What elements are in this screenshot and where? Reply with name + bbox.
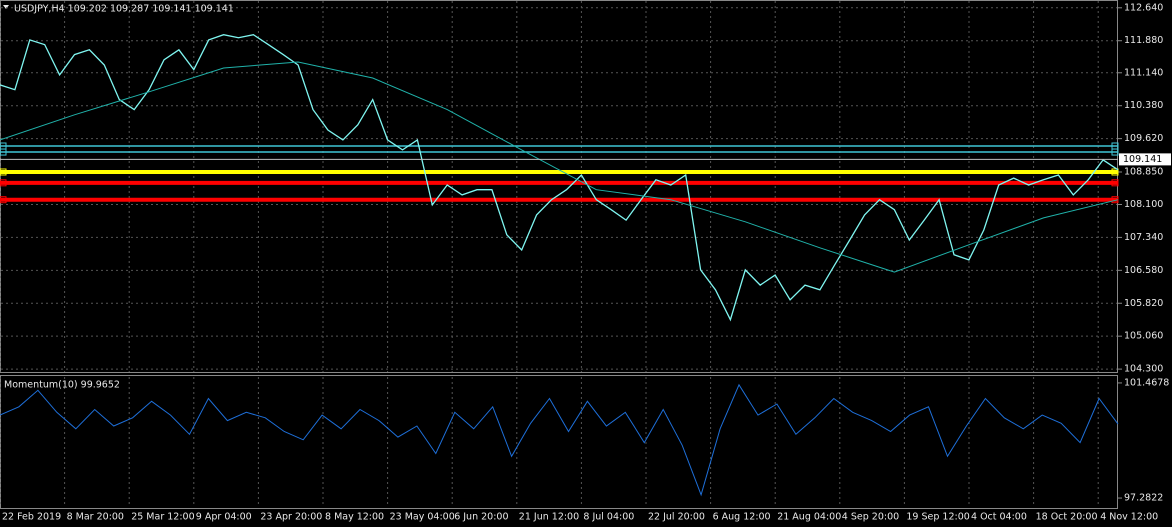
y-tick-label: 112.640 <box>1124 2 1163 13</box>
x-tick-label: 8 Jul 04:00 <box>583 512 634 523</box>
level-handle <box>0 148 7 156</box>
x-tick-label: 4 Nov 12:00 <box>1100 512 1158 523</box>
level-handle <box>0 168 7 176</box>
panel-title: USDJPY,H4 109.202 109.287 109.141 109.14… <box>14 4 234 15</box>
y-tick-label: 107.340 <box>1124 232 1163 243</box>
x-tick-label: 19 Sep 12:00 <box>906 512 969 523</box>
x-tick-label: 23 Apr 20:00 <box>260 512 322 523</box>
level-handle <box>1111 168 1119 176</box>
y-tick-label: 105.060 <box>1124 331 1163 342</box>
panel-title: Momentum(10) 99.9652 <box>4 380 120 391</box>
x-tick-label: 6 Aug 12:00 <box>713 512 771 523</box>
level-handle <box>1111 148 1119 156</box>
y-tick-label: 108.100 <box>1124 199 1163 210</box>
x-tick-label: 6 Jun 20:00 <box>454 512 508 523</box>
last-price-box <box>1119 153 1171 166</box>
x-tick-label: 4 Sep 20:00 <box>842 512 899 523</box>
menu-arrow <box>3 5 9 9</box>
y-tick-label: 97.2822 <box>1124 493 1163 504</box>
y-tick-label: 109.620 <box>1124 133 1163 144</box>
x-tick-label: 4 Oct 04:00 <box>971 512 1027 523</box>
x-tick-label: 25 Mar 12:00 <box>131 512 194 523</box>
x-tick-label: 8 May 12:00 <box>325 512 384 523</box>
x-tick-label: 8 Mar 20:00 <box>67 512 124 523</box>
price-line <box>0 34 1119 322</box>
y-tick-label: 106.580 <box>1124 265 1163 276</box>
last-price-label: 109.141 <box>1123 154 1162 165</box>
x-tick-label: 18 Oct 20:00 <box>1036 512 1098 523</box>
level-handle <box>0 196 7 204</box>
y-tick-label: 108.850 <box>1124 166 1163 177</box>
x-tick-label: 21 Jun 12:00 <box>519 512 579 523</box>
x-tick-label: 21 Aug 04:00 <box>777 512 841 523</box>
level-handle <box>0 179 7 187</box>
level-handle <box>1111 179 1119 187</box>
y-tick-label: 111.880 <box>1124 35 1163 46</box>
y-tick-label: 101.4678 <box>1124 377 1169 388</box>
y-tick-label: 111.140 <box>1124 67 1163 78</box>
y-tick-label: 105.820 <box>1124 298 1163 309</box>
y-tick-label: 104.300 <box>1124 364 1163 375</box>
x-tick-label: 9 Apr 04:00 <box>196 512 252 523</box>
price-line <box>0 61 1119 273</box>
price-line <box>0 383 1119 497</box>
x-tick-label: 23 May 04:00 <box>390 512 455 523</box>
y-tick-label: 110.380 <box>1124 100 1163 111</box>
x-tick-label: 22 Jul 20:00 <box>648 512 705 523</box>
x-tick-label: 22 Feb 2019 <box>2 512 61 523</box>
